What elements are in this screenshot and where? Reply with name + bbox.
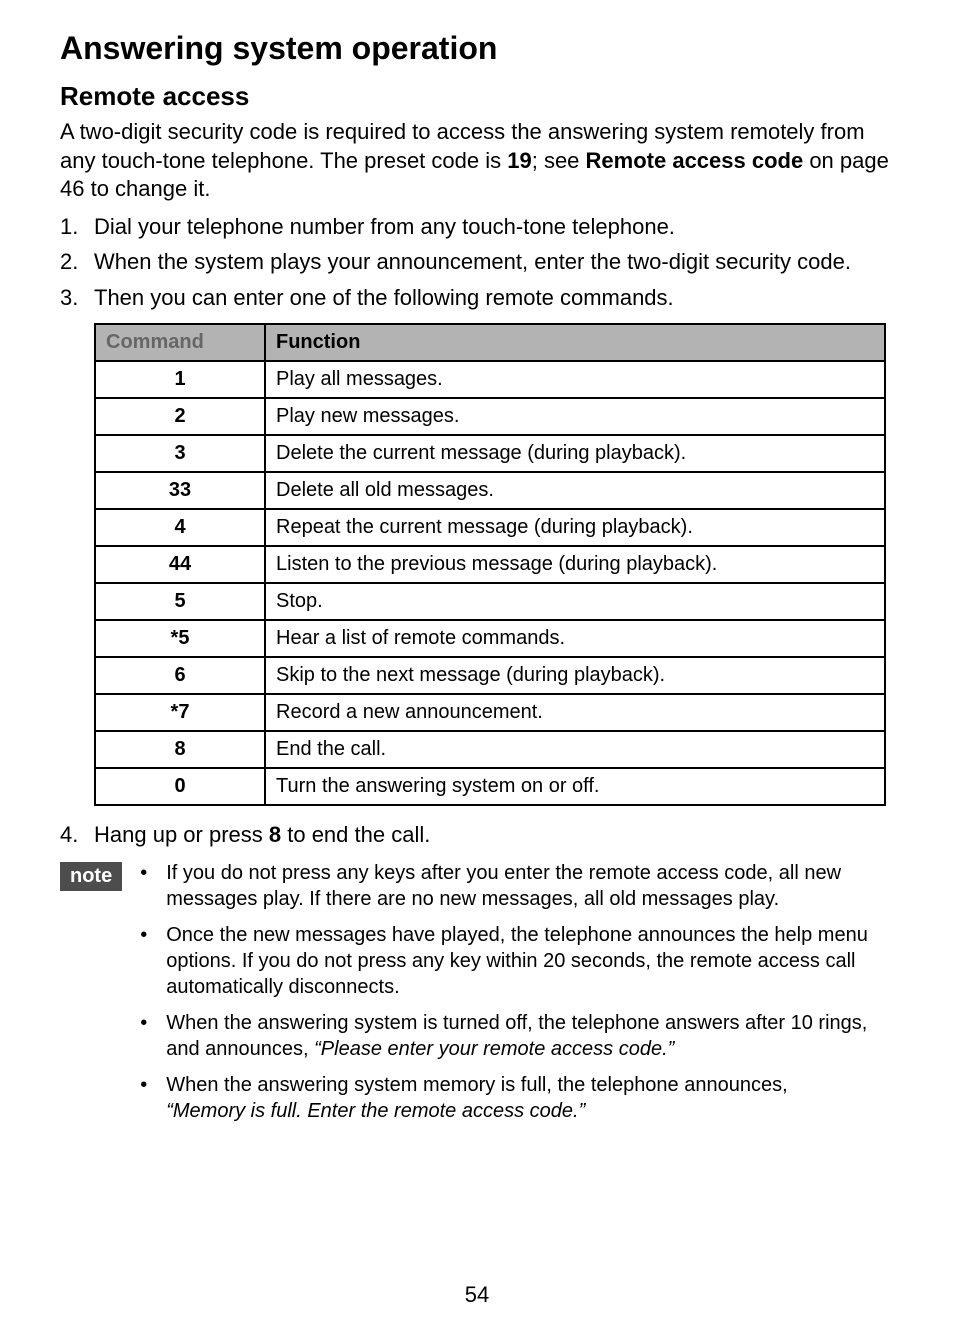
- section-title: Remote access: [60, 81, 894, 112]
- fn-cell: Play all messages.: [265, 361, 885, 398]
- step-2-num: 2.: [60, 247, 94, 277]
- fn-cell: Hear a list of remote commands.: [265, 620, 885, 657]
- table-row: 8End the call.: [95, 731, 885, 768]
- fn-cell: Delete all old messages.: [265, 472, 885, 509]
- note-text: Once the new messages have played, the t…: [166, 922, 894, 1000]
- fn-cell: Delete the current message (during playb…: [265, 435, 885, 472]
- note-text: When the answering system is turned off,…: [166, 1010, 894, 1062]
- cmd-cell: 0: [95, 768, 265, 805]
- cmd-cell: 1: [95, 361, 265, 398]
- intro-code: 19: [507, 148, 531, 173]
- fn-cell: Play new messages.: [265, 398, 885, 435]
- table-row: 6Skip to the next message (during playba…: [95, 657, 885, 694]
- notes-list: • If you do not press any keys after you…: [140, 860, 894, 1134]
- fn-cell: Listen to the previous message (during p…: [265, 546, 885, 583]
- table-row: *7Record a new announcement.: [95, 694, 885, 731]
- note-item: • If you do not press any keys after you…: [140, 860, 894, 912]
- bullet-icon: •: [140, 860, 166, 912]
- step-4: 4. Hang up or press 8 to end the call.: [60, 820, 894, 850]
- bullet-icon: •: [140, 1010, 166, 1062]
- table-header-row: Command Function: [95, 324, 885, 361]
- step-4-num: 4.: [60, 820, 94, 850]
- col-header-function: Function: [265, 324, 885, 361]
- intro-ref: Remote access code: [586, 148, 804, 173]
- cmd-cell: 3: [95, 435, 265, 472]
- intro-mid: ; see: [532, 148, 586, 173]
- cmd-cell: 33: [95, 472, 265, 509]
- table-row: 44Listen to the previous message (during…: [95, 546, 885, 583]
- table-row: 5Stop.: [95, 583, 885, 620]
- step-1: 1. Dial your telephone number from any t…: [60, 212, 894, 242]
- step-3: 3. Then you can enter one of the followi…: [60, 283, 894, 313]
- bullet-icon: •: [140, 1072, 166, 1124]
- table-row: *5Hear a list of remote commands.: [95, 620, 885, 657]
- table-row: 2Play new messages.: [95, 398, 885, 435]
- note-block: note • If you do not press any keys afte…: [60, 860, 894, 1134]
- note-badge: note: [60, 862, 122, 891]
- step-1-num: 1.: [60, 212, 94, 242]
- page-number: 54: [0, 1282, 954, 1308]
- steps-list-2: 4. Hang up or press 8 to end the call.: [60, 820, 894, 850]
- fn-cell: End the call.: [265, 731, 885, 768]
- step-2-text: When the system plays your announcement,…: [94, 247, 851, 277]
- step-4-post: to end the call.: [281, 822, 430, 847]
- table-row: 0Turn the answering system on or off.: [95, 768, 885, 805]
- cmd-cell: *7: [95, 694, 265, 731]
- step-3-num: 3.: [60, 283, 94, 313]
- bullet-icon: •: [140, 922, 166, 1000]
- note-item: • Once the new messages have played, the…: [140, 922, 894, 1000]
- page: Answering system operation Remote access…: [0, 0, 954, 1338]
- table-row: 4Repeat the current message (during play…: [95, 509, 885, 546]
- commands-table: Command Function 1Play all messages. 2Pl…: [94, 323, 886, 806]
- fn-cell: Skip to the next message (during playbac…: [265, 657, 885, 694]
- intro-paragraph: A two-digit security code is required to…: [60, 118, 894, 204]
- note-item: • When the answering system is turned of…: [140, 1010, 894, 1062]
- cmd-cell: *5: [95, 620, 265, 657]
- note-italic: “Please enter your remote access code.”: [314, 1038, 674, 1060]
- cmd-cell: 4: [95, 509, 265, 546]
- step-3-text: Then you can enter one of the following …: [94, 283, 674, 313]
- step-2: 2. When the system plays your announceme…: [60, 247, 894, 277]
- fn-cell: Stop.: [265, 583, 885, 620]
- cmd-cell: 6: [95, 657, 265, 694]
- fn-cell: Repeat the current message (during playb…: [265, 509, 885, 546]
- note-text: When the answering system memory is full…: [166, 1072, 787, 1124]
- step-4-pre: Hang up or press: [94, 822, 269, 847]
- cmd-cell: 2: [95, 398, 265, 435]
- note-pre: When the answering system memory is full…: [166, 1074, 787, 1096]
- table-row: 1Play all messages.: [95, 361, 885, 398]
- col-header-command: Command: [95, 324, 265, 361]
- step-4-key: 8: [269, 822, 281, 847]
- table-row: 33Delete all old messages.: [95, 472, 885, 509]
- note-item: • When the answering system memory is fu…: [140, 1072, 894, 1124]
- fn-cell: Turn the answering system on or off.: [265, 768, 885, 805]
- fn-cell: Record a new announcement.: [265, 694, 885, 731]
- page-title: Answering system operation: [60, 30, 894, 67]
- step-1-text: Dial your telephone number from any touc…: [94, 212, 675, 242]
- note-italic: “Memory is full. Enter the remote access…: [166, 1100, 585, 1122]
- steps-list: 1. Dial your telephone number from any t…: [60, 212, 894, 313]
- note-text: If you do not press any keys after you e…: [166, 860, 894, 912]
- cmd-cell: 8: [95, 731, 265, 768]
- step-4-text: Hang up or press 8 to end the call.: [94, 820, 430, 850]
- cmd-cell: 44: [95, 546, 265, 583]
- cmd-cell: 5: [95, 583, 265, 620]
- table-row: 3Delete the current message (during play…: [95, 435, 885, 472]
